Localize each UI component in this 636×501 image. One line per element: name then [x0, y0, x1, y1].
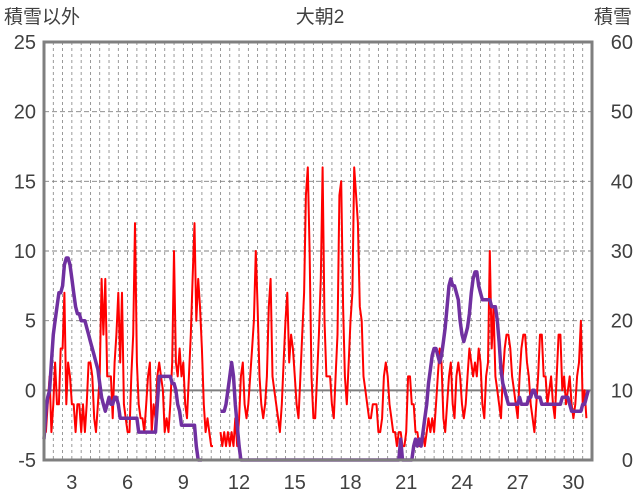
chart-title: 大朝2	[296, 6, 345, 28]
left-tick-label: 20	[14, 102, 36, 124]
x-axis-ticks: 3 6 9 12 15 18 21 24 27 30	[66, 472, 584, 494]
left-tick-label: 0	[25, 380, 36, 402]
x-tick-label: 9	[178, 472, 189, 494]
left-axis-title: 積雪以外	[4, 6, 80, 28]
x-tick-label: 18	[339, 472, 361, 494]
plot-frame	[42, 40, 594, 462]
x-tick-label: 24	[451, 472, 473, 494]
x-tick-label: 15	[284, 472, 306, 494]
non-snow-line-1	[43, 222, 213, 448]
right-tick-label: 20	[611, 311, 633, 333]
x-tick-label: 12	[228, 472, 250, 494]
left-tick-label: -5	[18, 450, 36, 472]
right-tick-label: 50	[611, 102, 633, 124]
left-tick-label: 5	[25, 311, 36, 333]
right-tick-label: 60	[611, 32, 633, 54]
left-tick-label: 25	[14, 32, 36, 54]
x-tick-label: 3	[66, 472, 77, 494]
x-tick-label: 21	[395, 472, 417, 494]
right-tick-label: 0	[622, 450, 633, 472]
left-tick-label: 10	[14, 241, 36, 263]
left-axis-ticks: -5 0 5 10 15 20 25	[14, 32, 36, 472]
non-snow-line-2	[219, 166, 588, 448]
right-axis-title: 積雪	[594, 6, 632, 28]
right-axis-ticks: 0 10 20 30 40 50 60	[611, 32, 633, 472]
x-tick-label: 27	[507, 472, 529, 494]
x-tick-label: 6	[122, 472, 133, 494]
left-tick-label: 15	[14, 171, 36, 193]
right-tick-label: 10	[611, 380, 633, 402]
right-tick-label: 30	[611, 241, 633, 263]
snow-depth-line-3	[42, 256, 202, 462]
right-tick-label: 40	[611, 171, 633, 193]
x-tick-label: 30	[562, 472, 584, 494]
